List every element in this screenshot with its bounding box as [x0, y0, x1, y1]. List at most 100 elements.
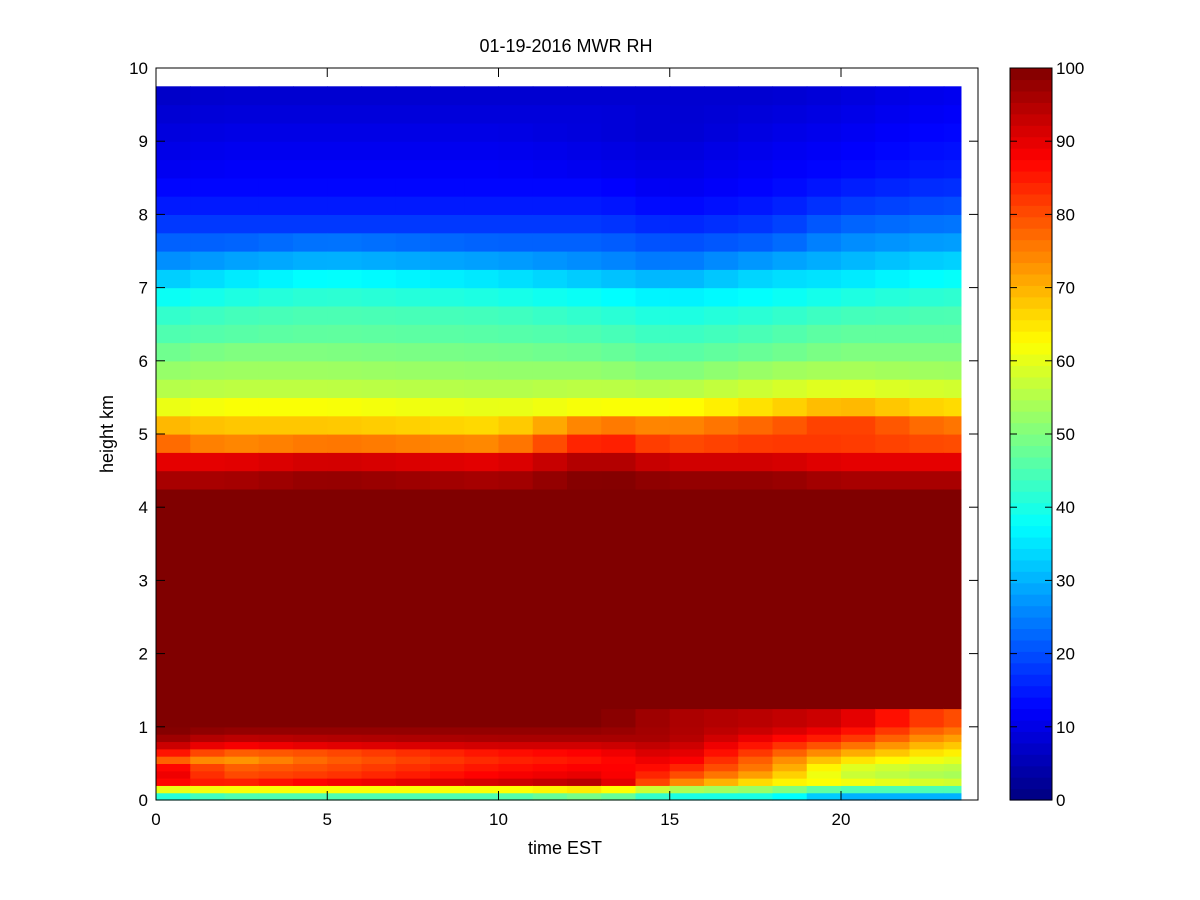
heatmap-cell: [327, 397, 363, 417]
heatmap-cell: [943, 196, 962, 215]
heatmap-cell: [704, 287, 739, 307]
heatmap-cell: [943, 741, 962, 750]
heatmap-cell: [669, 617, 705, 636]
heatmap-cell: [361, 617, 397, 636]
colorbar-tick-label: 80: [1056, 205, 1075, 224]
heatmap-cell: [156, 452, 191, 472]
heatmap-cell: [190, 287, 226, 307]
heatmap-cell: [772, 251, 808, 270]
heatmap-cell: [704, 305, 739, 325]
heatmap-cell: [156, 141, 191, 161]
heatmap-cell: [532, 756, 568, 764]
heatmap-cell: [361, 177, 397, 197]
heatmap-cell: [258, 86, 294, 106]
y-tick-label: 7: [139, 279, 148, 298]
heatmap-cell: [704, 452, 739, 472]
heatmap-cell: [498, 741, 534, 750]
heatmap-cell: [293, 104, 328, 124]
heatmap-cell: [361, 741, 397, 750]
heatmap-cell: [943, 598, 962, 618]
heatmap-cell: [190, 269, 226, 289]
heatmap-cell: [635, 452, 671, 472]
heatmap-cell: [841, 159, 876, 179]
heatmap-cell: [361, 232, 397, 252]
heatmap-cell: [498, 778, 534, 786]
heatmap-cell: [909, 778, 945, 786]
colorbar-segment: [1010, 102, 1052, 115]
heatmap-cell: [327, 159, 363, 179]
heatmap-cell: [395, 269, 431, 289]
heatmap-cell: [704, 598, 739, 618]
colorbar-segment: [1010, 617, 1052, 630]
heatmap-cell: [909, 792, 945, 801]
heatmap-cell: [635, 287, 671, 307]
heatmap-cell: [498, 488, 534, 508]
heatmap-cell: [498, 232, 534, 252]
heatmap-cell: [430, 415, 465, 435]
heatmap-cell: [704, 470, 739, 490]
heatmap-cell: [738, 525, 774, 545]
heatmap-cell: [669, 287, 705, 307]
heatmap-cell: [224, 635, 260, 655]
colorbar-tick-labels: 0 10 20 30 40 50 60 70 80 90 100: [1056, 59, 1084, 810]
heatmap-cell: [806, 756, 842, 764]
heatmap-cell: [224, 214, 260, 234]
heatmap-cell: [156, 635, 191, 655]
heatmap-cell: [258, 269, 294, 289]
heatmap-cell: [430, 617, 465, 636]
heatmap-cell: [738, 452, 774, 472]
heatmap-cell: [875, 214, 911, 234]
heatmap-cell: [875, 653, 911, 673]
heatmap-cell: [293, 397, 328, 417]
heatmap-cell: [224, 763, 260, 772]
heatmap-cell: [156, 488, 191, 508]
heatmap-cell: [567, 232, 602, 252]
colorbar-segment: [1010, 594, 1052, 607]
heatmap-cell: [532, 671, 568, 691]
heatmap-cell: [395, 770, 431, 779]
heatmap-cell: [498, 525, 534, 545]
heatmap-cell: [875, 708, 911, 728]
y-tick-label: 4: [139, 498, 148, 517]
heatmap-cell: [875, 470, 911, 490]
heatmap-cell: [567, 734, 602, 743]
heatmap-cell: [841, 196, 876, 215]
heatmap-cell: [806, 104, 842, 124]
heatmap-cell: [224, 726, 260, 735]
heatmap-cell: [258, 379, 294, 398]
heatmap-cell: [772, 525, 808, 545]
heatmap-cell: [806, 748, 842, 757]
heatmap-cell: [498, 756, 534, 764]
heatmap-cell: [943, 792, 962, 801]
heatmap-cell: [909, 748, 945, 757]
heatmap-cell: [635, 525, 671, 545]
heatmap-cell: [430, 690, 465, 710]
heatmap-cell: [293, 434, 328, 453]
heatmap-cell: [156, 671, 191, 691]
heatmap-cell: [601, 415, 637, 435]
heatmap-cell: [327, 287, 363, 307]
heatmap-cell: [156, 598, 191, 618]
heatmap-cell: [190, 653, 226, 673]
heatmap-cell: [841, 748, 876, 757]
heatmap-cell: [772, 748, 808, 757]
heatmap-cell: [841, 232, 876, 252]
colorbar-segment: [1010, 331, 1052, 344]
heatmap-cell: [395, 756, 431, 764]
heatmap-cell: [293, 415, 328, 435]
colorbar-segment: [1010, 582, 1052, 595]
heatmap-cell: [772, 232, 808, 252]
colorbar-segment: [1010, 365, 1052, 378]
colorbar-segment: [1010, 628, 1052, 641]
heatmap-cell: [395, 360, 431, 380]
heatmap-cell: [498, 214, 534, 234]
colorbar-segment: [1010, 239, 1052, 252]
heatmap-cell: [943, 653, 962, 673]
heatmap-cell: [430, 86, 465, 106]
heatmap-cell: [430, 734, 465, 743]
heatmap-cell: [841, 305, 876, 325]
heatmap-cell: [909, 580, 945, 600]
heatmap-cell: [738, 141, 774, 161]
heatmap-cell: [293, 287, 328, 307]
heatmap-cell: [704, 177, 739, 197]
